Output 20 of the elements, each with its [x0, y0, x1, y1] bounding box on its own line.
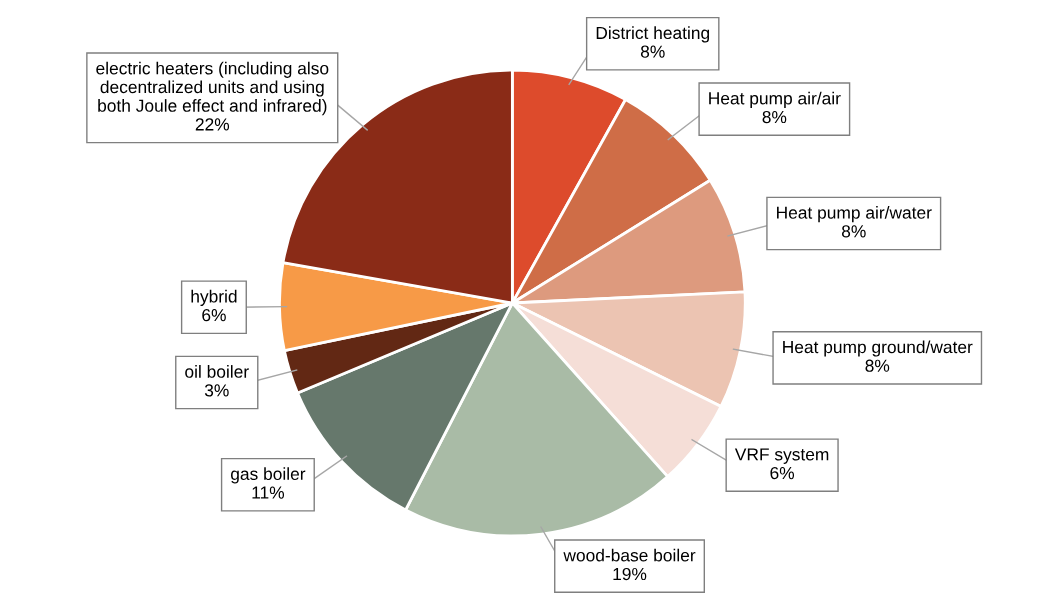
- data-label: 19%: [613, 567, 647, 581]
- slice-label: hybrid: [191, 289, 237, 306]
- slice-label: oil boiler: [185, 365, 249, 378]
- data-label: 3%: [204, 384, 229, 397]
- slice-label: Heat pump air/water: [777, 206, 932, 223]
- data-label: 8%: [762, 110, 787, 124]
- data-label: 8%: [865, 359, 890, 372]
- slice-label: wood-base boiler: [563, 548, 696, 562]
- data-label: 8%: [841, 225, 866, 238]
- data-label: 8%: [640, 45, 665, 58]
- data-label: 22%: [195, 118, 230, 131]
- slice-label: gas boiler: [231, 467, 306, 484]
- slice-label: Heat pump ground/water: [783, 340, 973, 357]
- data-label: 6%: [770, 466, 795, 480]
- slice-label: VRF system: [734, 448, 829, 464]
- slice-label: Heat pump air/air: [709, 91, 841, 108]
- data-label: 6%: [202, 308, 226, 322]
- slice-label: electric heaters (including also decentralized units and using both Joule effect and infrared): [96, 61, 329, 116]
- data-label: 11%: [252, 486, 285, 499]
- slice-label: District heating: [596, 26, 710, 43]
